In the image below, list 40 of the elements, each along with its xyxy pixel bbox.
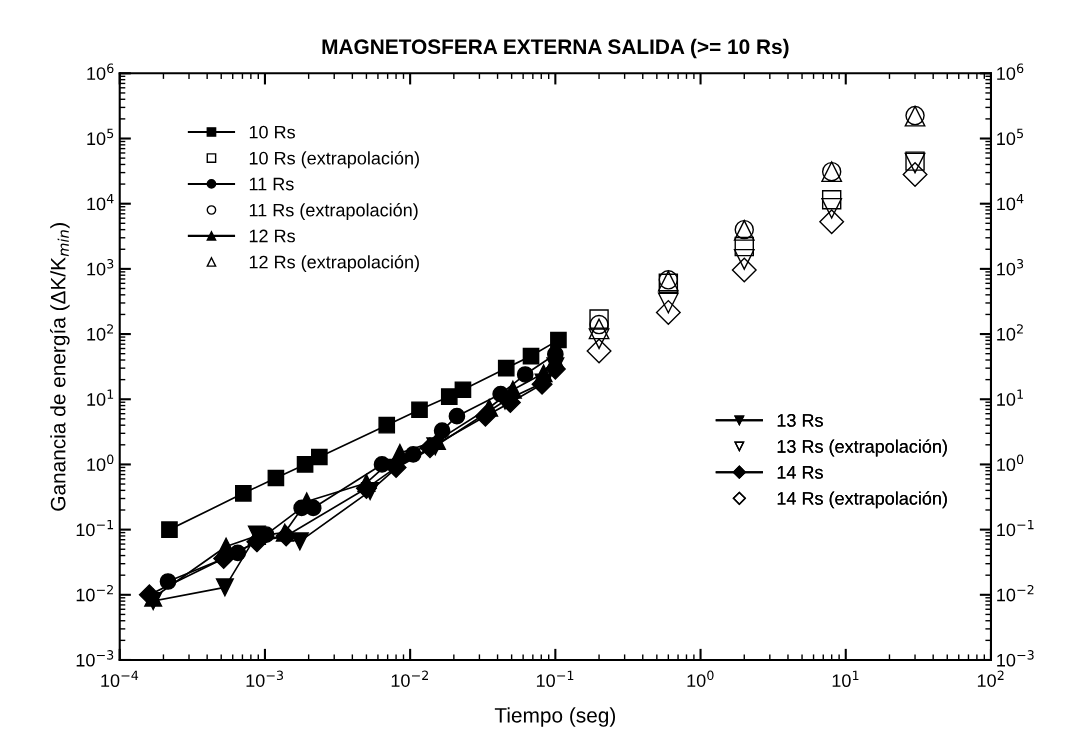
y-tick-label: 10$^{1}$ [87, 389, 114, 406]
x-tick-label: 10$^{−1}$ [536, 670, 574, 688]
text: 10$^{6}$ [997, 63, 1024, 80]
y-tick-label: 10$^{3}$ [87, 259, 114, 276]
text: 10$^{−3}$ [997, 650, 1034, 667]
text: 10$^{3}$ [997, 259, 1024, 276]
legend-label: 12 Rs (extrapolación) [249, 254, 419, 272]
legend-label: 10 Rs [249, 125, 295, 139]
y-tick-label: 10$^{2}$ [87, 324, 114, 341]
y-tick-label: 10$^{5}$ [87, 128, 114, 146]
y-tick-label: 10$^{−1}$ [76, 519, 114, 537]
legend-label: 13 Rs (extrapolación) [777, 439, 947, 457]
y-axis-title: Ganancia de energía (ΔK/K$_{min}$) [49, 223, 70, 511]
x-tick-label: 10$^{2}$ [977, 670, 1004, 687]
y-tick-label: 10$^{−2}$ [76, 584, 113, 602]
x-tick-label: 10$^{1}$ [832, 670, 859, 688]
legend-label: 13 Rs [777, 414, 823, 427]
legend-label: 12 Rs [249, 229, 295, 243]
text: 10$^{−2}$ [997, 584, 1034, 602]
x-axis-title: Tiempo (seg) [494, 707, 616, 727]
y-tick-label: 10$^{−3}$ [76, 650, 114, 667]
legend-label: 14 Rs (extrapolación) [777, 491, 947, 509]
text: 10$^{5}$ [997, 128, 1024, 146]
x-tick-label: 10$^{−4}$ [101, 670, 139, 688]
y-tick-label: 10$^{0}$ [87, 454, 114, 472]
y-tick-label: 10$^{4}$ [87, 193, 114, 211]
text: 10$^{−1}$ [997, 519, 1034, 537]
text: 10$^{0}$ [997, 454, 1024, 472]
x-tick-label: 10$^{−2}$ [391, 670, 428, 687]
text: 10$^{2}$ [997, 324, 1023, 341]
x-tick-label: 10$^{0}$ [687, 670, 714, 687]
legend-label: 14 Rs [777, 466, 823, 479]
legend-label: 11 Rs (extrapolación) [249, 203, 418, 221]
text: 10$^{4}$ [997, 193, 1024, 211]
legend-label: 10 Rs (extrapolación) [249, 151, 419, 169]
text: 10$^{1}$ [997, 389, 1023, 406]
y-tick-label: 10$^{6}$ [87, 63, 114, 80]
chart-title: MAGNETOSFERA EXTERNA SALIDA (>= 10 Rs) [322, 38, 789, 59]
x-tick-label: 10$^{−3}$ [246, 670, 284, 687]
legend-label: 11 Rs [249, 177, 294, 191]
